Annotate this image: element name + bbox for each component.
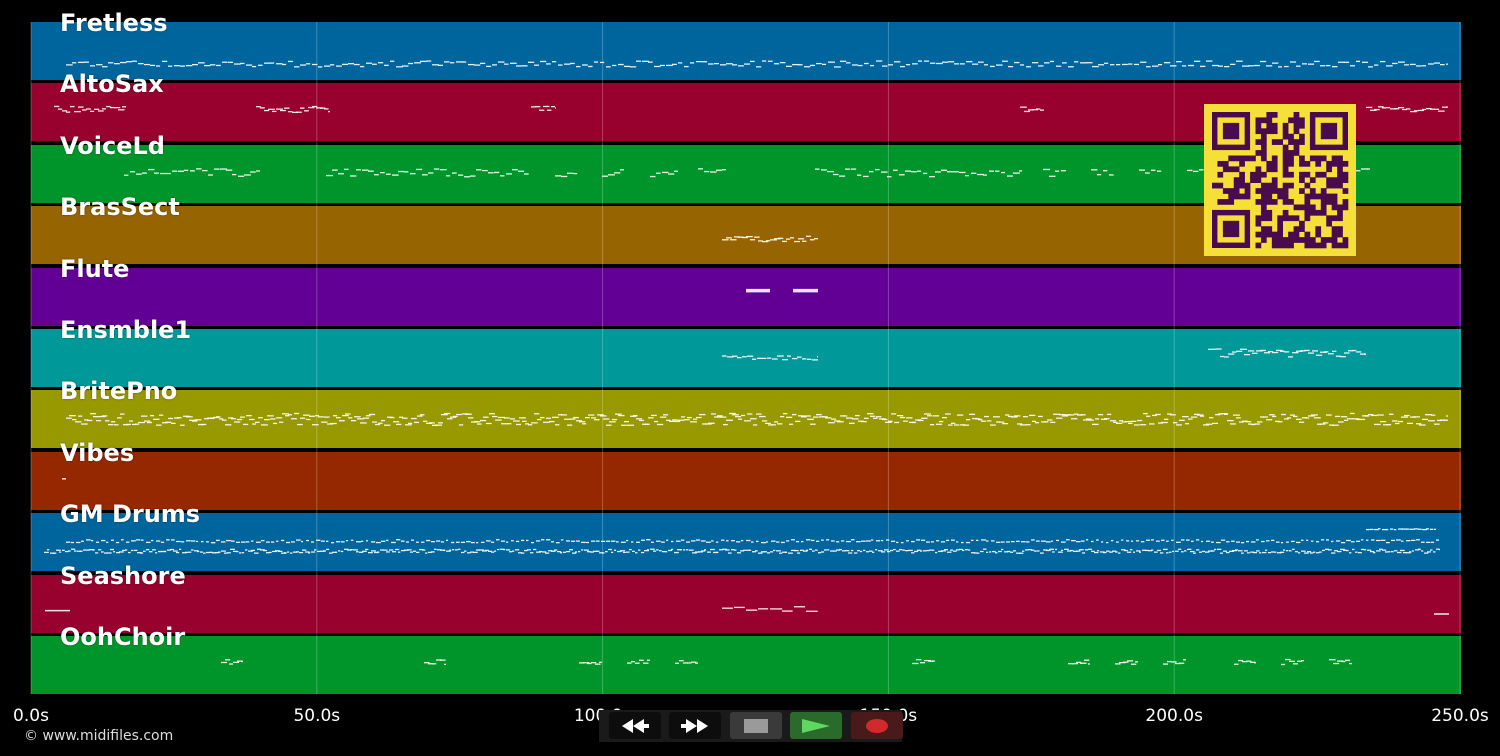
track-lane	[31, 267, 1461, 326]
play-icon	[801, 718, 831, 734]
track-lane	[31, 329, 1461, 387]
track-lane	[31, 513, 1461, 572]
track-label: BritePno	[60, 377, 178, 406]
tick-label: 50.0s	[293, 706, 341, 726]
track-label: Flute	[60, 254, 130, 283]
stop-button[interactable]	[730, 712, 782, 739]
track-label: Fretless	[60, 9, 168, 37]
qr-code	[1204, 104, 1356, 256]
track-lane	[31, 390, 1461, 449]
track-label: Seashore	[60, 561, 186, 590]
track-lane	[31, 451, 1461, 510]
tick-label: 250.0s	[1431, 706, 1489, 726]
track-label: BrasSect	[60, 193, 180, 222]
track-lane	[31, 636, 1461, 694]
credit-text: © www.midifiles.com	[24, 728, 174, 744]
track-label: VoiceLd	[60, 131, 165, 160]
track-lane	[31, 22, 1461, 80]
tick-label: 200.0s	[1145, 706, 1203, 726]
rewind-button[interactable]	[609, 712, 661, 739]
tick-label: 0.0s	[13, 706, 49, 726]
track-label: OohChoir	[60, 623, 186, 651]
fast-forward-icon	[680, 718, 710, 734]
transport-controls	[599, 710, 903, 742]
fast-forward-button[interactable]	[669, 712, 721, 739]
track-lane	[31, 574, 1461, 633]
stop-icon	[744, 718, 768, 733]
record-icon	[865, 718, 889, 734]
record-button[interactable]	[851, 712, 903, 739]
track-label: GM Drums	[60, 500, 201, 529]
rewind-icon	[620, 718, 650, 734]
track-label: AltoSax	[60, 70, 164, 99]
play-button[interactable]	[790, 712, 842, 739]
track-label: Ensmble1	[60, 316, 192, 344]
track-label: Vibes	[60, 438, 135, 467]
